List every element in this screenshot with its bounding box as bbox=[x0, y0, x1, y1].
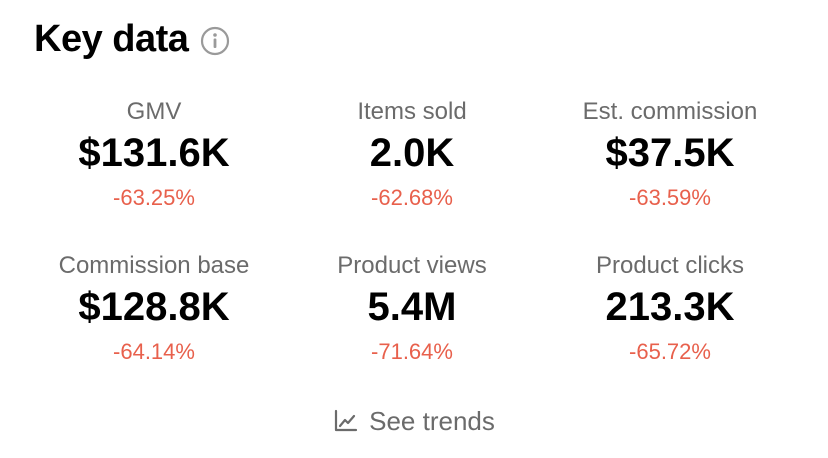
metric-value: 2.0K bbox=[369, 131, 455, 175]
metric-value: $128.8K bbox=[78, 285, 230, 329]
metric-change: -65.72% bbox=[629, 339, 711, 364]
metric-label: Product views bbox=[337, 252, 487, 279]
metric-label: Items sold bbox=[357, 98, 467, 125]
info-icon[interactable] bbox=[200, 26, 230, 56]
metric-value: 213.3K bbox=[605, 285, 735, 329]
metric-value: $37.5K bbox=[605, 131, 735, 175]
metric-label: Product clicks bbox=[595, 252, 745, 279]
metric-label: GMV bbox=[126, 98, 182, 125]
metrics-grid: GMV $131.6K -63.25% Items sold 2.0K -62.… bbox=[0, 96, 828, 404]
metric-change: -64.14% bbox=[113, 339, 195, 364]
see-trends-label: See trends bbox=[369, 405, 495, 436]
metric-value: 5.4M bbox=[367, 285, 457, 329]
metric-gmv: GMV $131.6K -63.25% bbox=[25, 96, 283, 250]
metric-value: $131.6K bbox=[78, 131, 230, 175]
see-trends-content: See trends bbox=[333, 406, 495, 437]
page-title: Key data bbox=[34, 17, 189, 60]
metric-product-views: Product views 5.4M -71.64% bbox=[283, 250, 541, 404]
metrics-row: Commission base $128.8K -64.14% Product … bbox=[0, 250, 828, 404]
metrics-row: GMV $131.6K -63.25% Items sold 2.0K -62.… bbox=[0, 96, 828, 250]
metric-change: -63.25% bbox=[113, 185, 195, 210]
metric-label: Commission base bbox=[58, 252, 250, 279]
metric-label: Est. commission bbox=[582, 98, 758, 125]
header: Key data bbox=[34, 14, 230, 64]
metric-product-clicks: Product clicks 213.3K -65.72% bbox=[541, 250, 799, 404]
metric-est-commission: Est. commission $37.5K -63.59% bbox=[541, 96, 799, 250]
metric-change: -62.68% bbox=[371, 185, 453, 210]
line-chart-icon bbox=[333, 408, 359, 434]
metric-commission-base: Commission base $128.8K -64.14% bbox=[25, 250, 283, 404]
see-trends-button[interactable]: See trends bbox=[0, 400, 828, 442]
metric-change: -63.59% bbox=[629, 185, 711, 210]
metric-items-sold: Items sold 2.0K -62.68% bbox=[283, 96, 541, 250]
metric-change: -71.64% bbox=[371, 339, 453, 364]
